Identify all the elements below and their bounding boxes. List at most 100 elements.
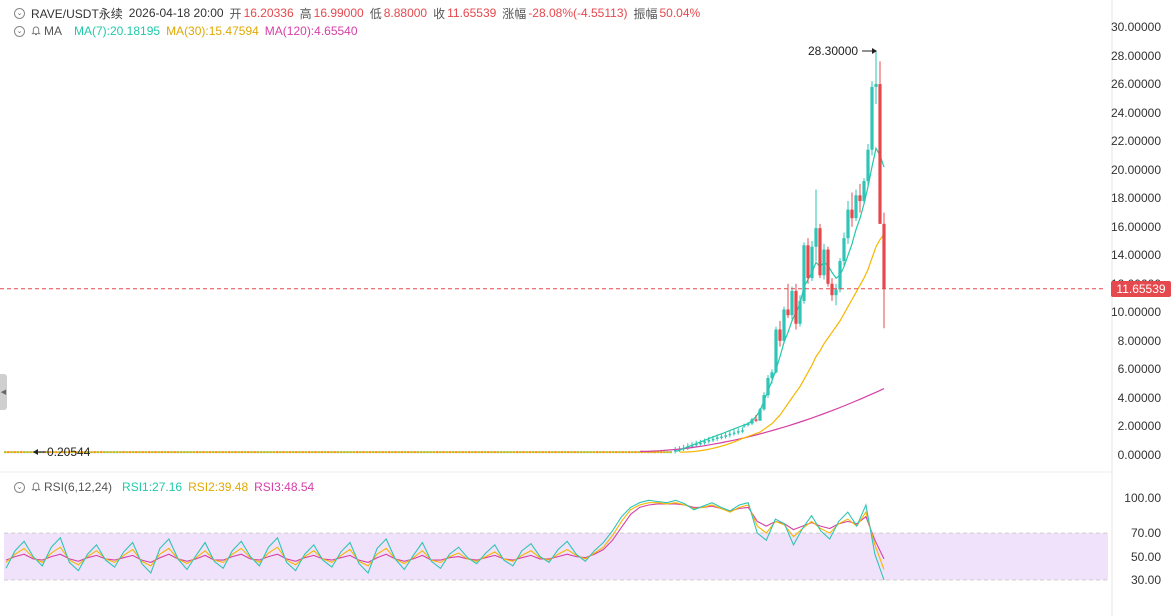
ma-legend: ⌄ MA MA(7):20.18195 MA(30):15.47594 MA(1… bbox=[14, 22, 358, 40]
rsi-tick-label: 100.00 bbox=[1124, 491, 1161, 505]
price-tick-label: 4.00000 bbox=[1117, 390, 1161, 405]
candle-body bbox=[838, 260, 842, 290]
price-tick-label: 18.00000 bbox=[1110, 191, 1161, 206]
price-tick-label: 20.00000 bbox=[1110, 162, 1161, 177]
candle-body bbox=[762, 395, 766, 410]
low-label: 低 bbox=[369, 6, 382, 21]
rsi-tick-label: 50.00 bbox=[1130, 549, 1161, 564]
candle-body bbox=[842, 238, 846, 261]
ma7-line bbox=[675, 146, 885, 452]
candle-body bbox=[802, 245, 806, 301]
candle-body bbox=[854, 195, 858, 219]
candle-body bbox=[858, 195, 862, 202]
candle-body bbox=[750, 419, 754, 424]
early-candle bbox=[724, 435, 727, 437]
high-marker-label: 28.30000 bbox=[808, 44, 859, 58]
candle-body bbox=[782, 309, 786, 341]
ohlc-header: ⌄ RAVE/USDT永续 2026-04-18 20:00 开 16.20336… bbox=[14, 4, 700, 22]
early-candle bbox=[711, 438, 715, 441]
caret-left-icon: ◀ bbox=[0, 389, 7, 396]
price-tick-label: 30.00000 bbox=[1110, 20, 1161, 34]
open-value: 16.20336 bbox=[243, 6, 294, 20]
candle-body bbox=[778, 329, 782, 341]
low-marker-label: 0.20544 bbox=[47, 445, 91, 459]
price-tick-label: 2.00000 bbox=[1117, 419, 1161, 434]
early-candle bbox=[716, 437, 719, 439]
datetime-label: 2026-04-18 20:00 bbox=[128, 6, 224, 20]
candle-body bbox=[846, 209, 850, 239]
early-candle bbox=[741, 430, 744, 432]
high-label: 高 bbox=[299, 6, 312, 21]
candle-body bbox=[818, 228, 822, 276]
rsi-legend: ⌄ RSI(6,12,24) RSI1:27.16 RSI2:39.48 RSI… bbox=[14, 478, 314, 496]
candle-body bbox=[834, 289, 838, 296]
low-value: 8.88000 bbox=[383, 6, 428, 20]
candle-body bbox=[798, 300, 802, 324]
change-value: -28.08%(-4.55113) bbox=[528, 6, 628, 20]
ma-indicator-name[interactable]: MA bbox=[44, 24, 62, 38]
collapse-chevron-icon[interactable]: ⌄ bbox=[14, 25, 25, 37]
collapse-chevron-icon[interactable]: ⌄ bbox=[14, 481, 25, 493]
candlestick-series bbox=[742, 51, 886, 428]
side-panel-toggle[interactable]: ◀ bbox=[0, 374, 7, 410]
rsi-tick-label: 70.00 bbox=[1130, 526, 1161, 541]
amplitude-label: 振幅 bbox=[633, 6, 658, 21]
price-tick-label: 6.00000 bbox=[1117, 362, 1161, 377]
candle-body bbox=[774, 329, 778, 373]
candle-body bbox=[770, 372, 774, 378]
rsi-indicator-name[interactable]: RSI(6,12,24) bbox=[44, 480, 113, 494]
candle-body bbox=[878, 84, 882, 224]
price-tick-label: 24.00000 bbox=[1110, 105, 1161, 120]
price-tick-label: 8.00000 bbox=[1117, 333, 1161, 348]
candle-body bbox=[862, 181, 866, 202]
ma30-line bbox=[679, 233, 885, 453]
candle-body bbox=[786, 309, 790, 316]
low-marker bbox=[33, 449, 46, 455]
close-label: 收 bbox=[433, 6, 446, 21]
high-value: 16.99000 bbox=[313, 6, 364, 20]
candle-body bbox=[810, 246, 814, 279]
candle-body bbox=[754, 419, 758, 421]
price-tick-label: 22.00000 bbox=[1110, 134, 1161, 149]
candle-body bbox=[746, 423, 750, 426]
close-value: 11.65539 bbox=[447, 6, 497, 20]
collapse-chevron-icon[interactable]: ⌄ bbox=[14, 7, 25, 19]
early-candle bbox=[690, 445, 694, 447]
candle-body bbox=[882, 223, 886, 289]
bell-icon[interactable] bbox=[31, 26, 41, 36]
symbol-label: RAVE/USDT永续 bbox=[31, 6, 123, 21]
price-tick-label: 26.00000 bbox=[1110, 77, 1161, 92]
ma120-value: MA(120):4.65540 bbox=[264, 24, 358, 38]
ma30-value: MA(30):15.47594 bbox=[166, 24, 259, 38]
price-tick-label: 0.00000 bbox=[1117, 448, 1161, 462]
rsi1-line bbox=[5, 499, 885, 581]
candle-body bbox=[814, 228, 818, 247]
early-candle bbox=[707, 439, 711, 442]
candle-body bbox=[830, 283, 834, 296]
early-candle bbox=[703, 441, 706, 444]
flat-price-series bbox=[4, 427, 744, 454]
candle-body bbox=[766, 377, 770, 396]
candle-body bbox=[870, 86, 874, 150]
ma120-line bbox=[640, 388, 885, 452]
candle-body bbox=[874, 84, 878, 87]
early-candle bbox=[699, 442, 702, 445]
rsi3-value: RSI3:48.54 bbox=[254, 480, 315, 494]
rsi-tick-label: 30.00 bbox=[1130, 573, 1161, 587]
rsi1-value: RSI1:27.16 bbox=[122, 480, 183, 494]
candle-body bbox=[758, 409, 762, 421]
early-candle bbox=[732, 432, 736, 435]
early-candle bbox=[674, 450, 677, 452]
candle-body bbox=[850, 209, 854, 219]
rsi2-value: RSI2:39.48 bbox=[188, 480, 249, 494]
bell-icon[interactable] bbox=[31, 482, 41, 492]
moving-average-lines bbox=[640, 146, 885, 453]
ma7-value: MA(7):20.18195 bbox=[74, 24, 161, 38]
price-tick-label: 10.00000 bbox=[1110, 305, 1161, 320]
change-label: 涨幅 bbox=[502, 6, 527, 21]
candle-body bbox=[790, 290, 794, 316]
candle-body bbox=[794, 290, 798, 324]
candle-body bbox=[742, 425, 746, 427]
price-tick-label: 28.00000 bbox=[1110, 48, 1161, 63]
